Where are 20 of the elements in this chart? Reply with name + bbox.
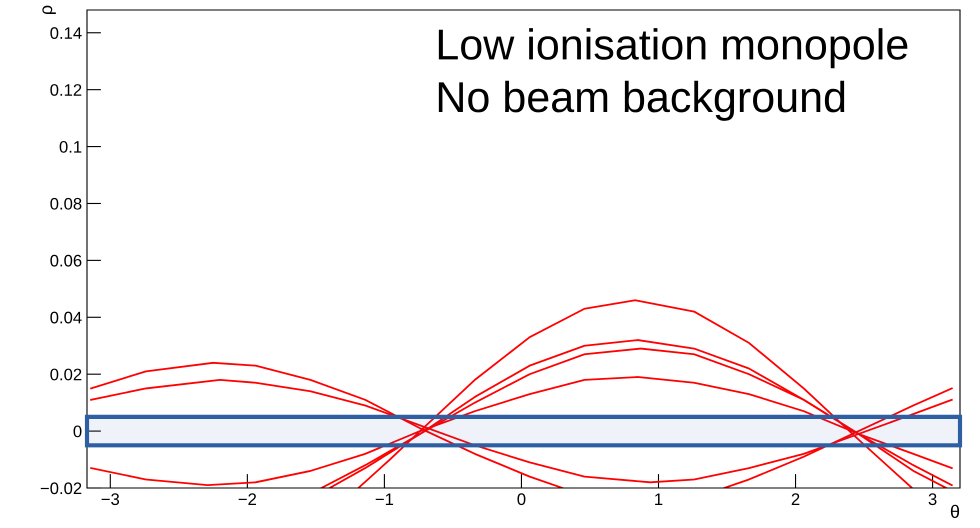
annotation: Low ionisation monopole xyxy=(438,28,908,68)
y-tick-label: 0.06 xyxy=(50,254,82,267)
y-tick-label: 0.02 xyxy=(50,368,82,380)
y-tick-label: −0.02 xyxy=(40,482,82,494)
x-tick-label: 1 xyxy=(655,493,662,505)
y-tick-label: 0.14 xyxy=(50,27,82,39)
y-axis-title: ρ xyxy=(42,6,56,14)
x-axis-title: θ xyxy=(950,504,960,518)
annotation: No beam background xyxy=(438,80,844,121)
y-tick-label: 0 xyxy=(74,425,82,438)
x-tick-label: −1 xyxy=(376,493,394,505)
x-tick-label: 0 xyxy=(517,493,526,506)
y-tick-label: 0.1 xyxy=(60,140,82,153)
y-tick-label: 0.04 xyxy=(50,312,82,324)
y-tick-label: 0.12 xyxy=(50,84,82,96)
x-tick-label: −3 xyxy=(102,493,120,506)
x-tick-label: −2 xyxy=(238,493,256,505)
x-tick-label: 3 xyxy=(928,493,936,506)
x-tick-label: 2 xyxy=(792,493,800,505)
y-tick-label: 0.08 xyxy=(50,198,82,210)
